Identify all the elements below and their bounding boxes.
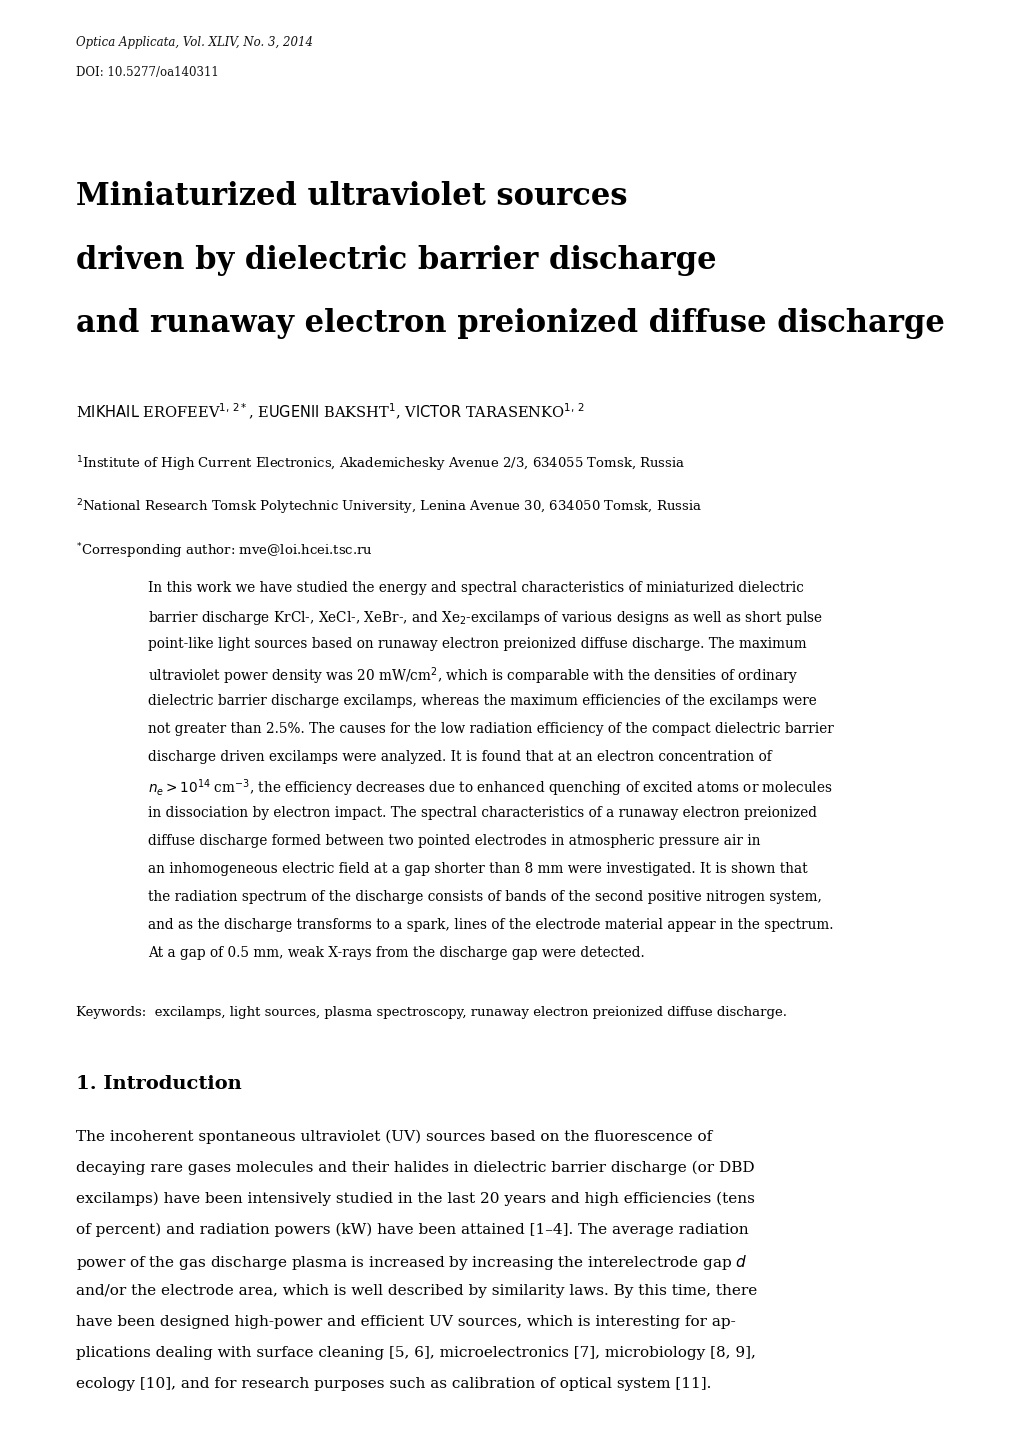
Text: and as the discharge transforms to a spark, lines of the electrode material appe: and as the discharge transforms to a spa… (148, 918, 833, 932)
Text: In this work we have studied the energy and spectral characteristics of miniatur: In this work we have studied the energy … (148, 581, 803, 596)
Text: $^{*}$Corresponding author: mve@loi.hcei.tsc.ru: $^{*}$Corresponding author: mve@loi.hcei… (76, 541, 373, 561)
Text: power of the gas discharge plasma is increased by increasing the interelectrode : power of the gas discharge plasma is inc… (76, 1253, 747, 1272)
Text: plications dealing with surface cleaning [5, 6], microelectronics [7], microbiol: plications dealing with surface cleaning… (76, 1347, 756, 1360)
Text: discharge driven excilamps were analyzed. It is found that at an electron concen: discharge driven excilamps were analyzed… (148, 750, 771, 764)
Text: point-like light sources based on runaway electron preionized diffuse discharge.: point-like light sources based on runawa… (148, 637, 806, 652)
Text: ecology [10], and for research purposes such as calibration of optical system [1: ecology [10], and for research purposes … (76, 1377, 711, 1392)
Text: have been designed high-power and efficient UV sources, which is interesting for: have been designed high-power and effici… (76, 1315, 736, 1330)
Text: $n_{e} > 10^{14}$ cm$^{-3}$, the efficiency decreases due to enhanced quenching : $n_{e} > 10^{14}$ cm$^{-3}$, the efficie… (148, 778, 832, 800)
Text: an inhomogeneous electric field at a gap shorter than 8 mm were investigated. It: an inhomogeneous electric field at a gap… (148, 862, 807, 876)
Text: decaying rare gases molecules and their halides in dielectric barrier discharge : decaying rare gases molecules and their … (76, 1161, 754, 1176)
Text: excilamps) have been intensively studied in the last 20 years and high efficienc: excilamps) have been intensively studied… (76, 1191, 755, 1206)
Text: driven by dielectric barrier discharge: driven by dielectric barrier discharge (76, 245, 716, 276)
Text: Keywords:  excilamps, light sources, plasma spectroscopy, runaway electron preio: Keywords: excilamps, light sources, plas… (76, 1006, 787, 1019)
Text: and runaway electron preionized diffuse discharge: and runaway electron preionized diffuse … (76, 308, 945, 340)
Text: dielectric barrier discharge excilamps, whereas the maximum efficiencies of the : dielectric barrier discharge excilamps, … (148, 694, 816, 708)
Text: The incoherent spontaneous ultraviolet (UV) sources based on the fluorescence of: The incoherent spontaneous ultraviolet (… (76, 1130, 712, 1144)
Text: not greater than 2.5%. The causes for the low radiation efficiency of the compac: not greater than 2.5%. The causes for th… (148, 722, 833, 735)
Text: At a gap of 0.5 mm, weak X-rays from the discharge gap were detected.: At a gap of 0.5 mm, weak X-rays from the… (148, 947, 644, 960)
Text: 1. Introduction: 1. Introduction (76, 1075, 243, 1094)
Text: Optica Applicata, Vol. XLIV, No. 3, 2014: Optica Applicata, Vol. XLIV, No. 3, 2014 (76, 36, 313, 49)
Text: ultraviolet power density was 20 mW/cm$^{2}$, which is comparable with the densi: ultraviolet power density was 20 mW/cm$^… (148, 666, 798, 688)
Text: the radiation spectrum of the discharge consists of bands of the second positive: the radiation spectrum of the discharge … (148, 891, 821, 904)
Text: $^{1}$Institute of High Current Electronics, Akademichesky Avenue 2/3, 634055 To: $^{1}$Institute of High Current Electron… (76, 455, 685, 475)
Text: and/or the electrode area, which is well described by similarity laws. By this t: and/or the electrode area, which is well… (76, 1285, 757, 1298)
Text: $^{2}$National Research Tomsk Polytechnic University, Lenina Avenue 30, 634050 T: $^{2}$National Research Tomsk Polytechni… (76, 498, 702, 518)
Text: M$\mathrm{IKHAIL}$ EROFEEV$^{1,\,2*}$, E$\mathrm{UGENII}$ BAKSHT$^{1}$, V$\mathr: M$\mathrm{IKHAIL}$ EROFEEV$^{1,\,2*}$, E… (76, 401, 584, 422)
Text: barrier discharge KrCl-, XeCl-, XeBr-, and Xe$_{2}$-excilamps of various designs: barrier discharge KrCl-, XeCl-, XeBr-, a… (148, 610, 822, 627)
Text: of percent) and radiation powers (kW) have been attained [1–4]. The average radi: of percent) and radiation powers (kW) ha… (76, 1223, 748, 1238)
Text: in dissociation by electron impact. The spectral characteristics of a runaway el: in dissociation by electron impact. The … (148, 806, 816, 820)
Text: Miniaturized ultraviolet sources: Miniaturized ultraviolet sources (76, 181, 628, 213)
Text: diffuse discharge formed between two pointed electrodes in atmospheric pressure : diffuse discharge formed between two poi… (148, 835, 759, 848)
Text: DOI: 10.5277/oa140311: DOI: 10.5277/oa140311 (76, 66, 219, 79)
